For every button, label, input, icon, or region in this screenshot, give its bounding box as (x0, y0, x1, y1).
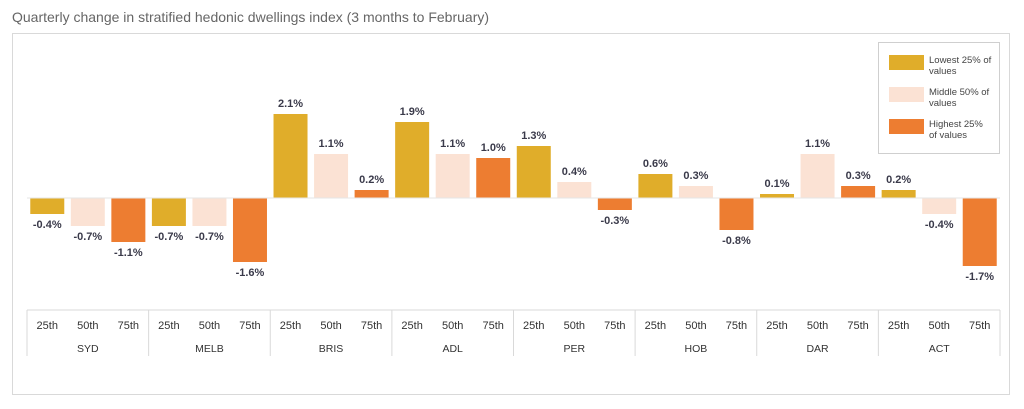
bar (760, 194, 795, 198)
tick-label-percentile: 75th (118, 320, 139, 332)
bar (719, 198, 754, 230)
bar (435, 154, 470, 198)
chart-frame (12, 33, 1010, 395)
data-label: -0.3% (600, 215, 629, 227)
data-label: -1.6% (236, 267, 265, 279)
data-label: 0.1% (764, 178, 789, 190)
data-label: -0.4% (925, 219, 954, 231)
data-label: -1.7% (965, 271, 994, 283)
bar (922, 198, 957, 214)
tick-label-percentile: 50th (807, 320, 828, 332)
bar (678, 186, 713, 198)
tick-label-percentile: 75th (361, 320, 382, 332)
tick-label-region: PER (564, 343, 586, 355)
legend-swatch-middle (889, 87, 924, 102)
bar (476, 158, 511, 198)
data-label: -0.7% (195, 231, 224, 243)
bar (841, 186, 876, 198)
bar (516, 146, 551, 198)
bar (395, 122, 430, 198)
legend-swatch-lowest (889, 55, 924, 70)
tick-label-percentile: 50th (77, 320, 98, 332)
legend-item-lowest: Lowest 25% of values (889, 55, 993, 77)
legend-swatch-highest (889, 119, 924, 134)
data-label: 1.3% (521, 130, 546, 142)
bar (314, 154, 349, 198)
bar (354, 190, 389, 198)
data-label: 0.2% (359, 174, 384, 186)
data-label: -1.1% (114, 247, 143, 259)
data-label: 1.0% (481, 142, 506, 154)
chart-title: Quarterly change in stratified hedonic d… (12, 9, 490, 25)
bar (111, 198, 146, 242)
bar (151, 198, 186, 226)
tick-label-percentile: 50th (928, 320, 949, 332)
legend-label: Lowest 25% of values (929, 55, 992, 77)
data-label: 1.1% (319, 138, 344, 150)
bar (232, 198, 267, 262)
tick-label-region: ADL (442, 343, 463, 355)
data-label: 2.1% (278, 98, 303, 110)
tick-label-percentile: 25th (401, 320, 422, 332)
tick-label-percentile: 50th (320, 320, 341, 332)
bar (557, 182, 592, 198)
tick-label-percentile: 25th (645, 320, 666, 332)
bar (881, 190, 916, 198)
data-label: -0.7% (155, 231, 184, 243)
legend-item-highest: Highest 25% of values (889, 119, 993, 141)
legend-label: Middle 50% of values (929, 87, 990, 109)
tick-label-percentile: 25th (158, 320, 179, 332)
tick-label-region: HOB (685, 343, 708, 355)
tick-label-percentile: 75th (847, 320, 868, 332)
tick-label-percentile: 25th (523, 320, 544, 332)
data-label: 0.3% (683, 170, 708, 182)
bar (597, 198, 632, 210)
data-label: 1.1% (440, 138, 465, 150)
data-label: 0.4% (562, 166, 587, 178)
data-label: -0.7% (73, 231, 102, 243)
legend-label: Highest 25% of values (929, 119, 983, 141)
tick-label-percentile: 50th (199, 320, 220, 332)
bar (962, 198, 997, 266)
data-label: 0.3% (846, 170, 871, 182)
tick-label-region: MELB (195, 343, 224, 355)
bar (638, 174, 673, 198)
tick-label-region: DAR (806, 343, 829, 355)
tick-label-percentile: 50th (685, 320, 706, 332)
tick-label-percentile: 75th (239, 320, 260, 332)
tick-label-percentile: 50th (442, 320, 463, 332)
tick-label-percentile: 50th (564, 320, 585, 332)
bar (30, 198, 65, 214)
chart-legend: Lowest 25% of values Middle 50% of value… (878, 42, 1000, 154)
data-label: 0.2% (886, 174, 911, 186)
tick-label-percentile: 25th (37, 320, 58, 332)
tick-label-percentile: 75th (726, 320, 747, 332)
bar (800, 154, 835, 198)
bar (273, 114, 308, 198)
data-label: 0.6% (643, 158, 668, 170)
tick-label-region: SYD (77, 343, 99, 355)
data-label: -0.4% (33, 219, 62, 231)
data-label: -0.8% (722, 235, 751, 247)
tick-label-percentile: 75th (969, 320, 990, 332)
data-label: 1.9% (400, 106, 425, 118)
tick-label-percentile: 75th (604, 320, 625, 332)
tick-label-percentile: 25th (888, 320, 909, 332)
data-label: 1.1% (805, 138, 830, 150)
tick-label-percentile: 75th (483, 320, 504, 332)
tick-label-region: BRIS (319, 343, 344, 355)
legend-item-middle: Middle 50% of values (889, 87, 993, 109)
tick-label-percentile: 25th (280, 320, 301, 332)
tick-label-region: ACT (929, 343, 951, 355)
tick-label-percentile: 25th (766, 320, 787, 332)
bar (192, 198, 227, 226)
bar (70, 198, 105, 226)
